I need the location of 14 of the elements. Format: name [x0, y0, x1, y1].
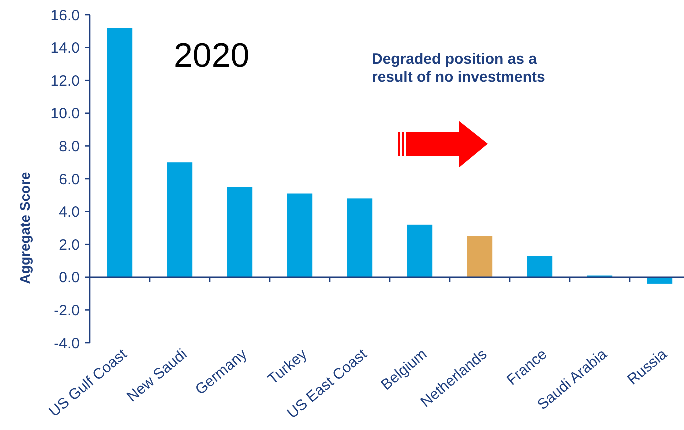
y-tick-label: 12.0: [50, 72, 80, 90]
y-tick-label: 6.0: [59, 171, 80, 188]
y-tick-label: 8.0: [59, 138, 80, 156]
y-tick-label: -4.0: [54, 335, 80, 352]
y-tick-label: 2.0: [59, 236, 80, 254]
y-tick-label: 0.0: [59, 270, 80, 287]
y-tick-label: 10.0: [50, 106, 80, 123]
y-tick-label: 14.0: [50, 40, 80, 58]
y-tick-label: -2.0: [54, 302, 80, 320]
y-axis-title: Aggregate Score: [17, 172, 33, 284]
annotation: Degraded position as a result of no investments: [372, 51, 546, 86]
y-tick-label: 16.0: [50, 7, 80, 24]
y-tick-label: 4.0: [59, 204, 80, 222]
annotation: 2020: [174, 37, 250, 75]
